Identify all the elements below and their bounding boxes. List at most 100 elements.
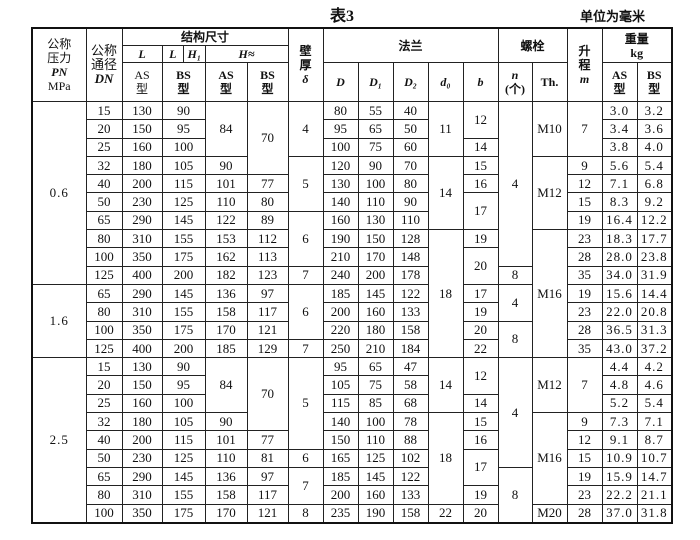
cell-d: 95 [322, 119, 359, 139]
cell-h-as: 182 [204, 265, 248, 285]
cell-w-as: 15.9 [601, 466, 638, 487]
table-row: 1.6 65 290 145 136 97 6 185 145 122 17 4 19 15.6 14.4 [31, 283, 673, 359]
cell-w-as: 3.4 [601, 119, 638, 139]
cell-w-as: 10.9 [601, 448, 638, 468]
type-suffix: 型 [261, 82, 274, 96]
cell-b: 19 [462, 485, 499, 505]
cell-h-bs: 70 [246, 357, 289, 432]
cell-dn: 80 [85, 485, 123, 505]
cell-m: 23 [566, 302, 603, 322]
cell-dn: 32 [85, 412, 123, 432]
cell-b: 15 [462, 412, 499, 432]
cell-d1: 200 [357, 265, 394, 285]
type-code: BS [646, 68, 662, 82]
table-row: 0.6 15 130 90 84 70 4 80 55 40 11 12 4 M10 7 3.0 3.2 [31, 100, 673, 285]
cell-w-bs: 14.7 [636, 466, 673, 487]
cell-l-bs: 125 [161, 448, 206, 468]
header-th: Th. [531, 62, 568, 102]
table-row: 32 180 105 90 5 120 90 70 14 15 M12 9 5.6 5.4 [32, 155, 673, 231]
header-flange: 法兰 [322, 27, 499, 63]
cell-d1: 65 [357, 357, 394, 377]
cell-l-as: 200 [121, 430, 163, 450]
table-title: 表3 [330, 8, 355, 25]
cell-w-as: 8.3 [601, 192, 638, 212]
header-weight-label: 重量 [624, 31, 649, 46]
cell-m: 28 [566, 503, 603, 524]
valve-dimension-table: 公称 压力 PN MPa 公称 通径 DN 结构尺寸 壁 厚 δ 法兰 螺栓 升… [31, 27, 673, 524]
cell-d2: 58 [392, 375, 429, 395]
table-row: 65 290 145 136 97 7 185 145 122 8 19 15.9 14.7 [32, 466, 673, 524]
cell-d: 160 [322, 210, 359, 231]
cell-h-bs: 117 [246, 302, 289, 322]
cell-l-as: 180 [121, 155, 163, 176]
table-row: 40 200 115 101 77 130 100 80 16 12 7.1 6.8 [32, 174, 673, 194]
table-row: 100 350 175 162 113 210 170 148 20 28 28.0 23.8 [32, 247, 673, 285]
cell-dn: 65 [85, 210, 123, 231]
cell-w-as: 4.8 [601, 375, 638, 395]
cell-w-as: 3.8 [601, 137, 638, 157]
cell-d2: 47 [392, 357, 429, 377]
header-pn: 公称 压力 PN MPa [31, 27, 87, 102]
cell-l-as: 160 [121, 393, 163, 414]
cell-l-as: 290 [121, 283, 163, 304]
table-row: 125 400 200 182 123 7 240 200 178 8 35 34.0 31.9 [32, 265, 673, 285]
cell-d: 250 [322, 338, 359, 359]
type-code: AS [611, 68, 628, 82]
type-suffix: 型 [135, 82, 148, 96]
cell-w-bs: 31.8 [636, 503, 673, 524]
cell-m: 7 [566, 357, 603, 414]
cell-d0: 14 [427, 357, 464, 414]
cell-delta: 6 [287, 210, 324, 267]
table-row: 32 180 105 90 140 100 78 18 15 M16 9 7.3 7.1 [32, 412, 673, 505]
cell-l-as: 350 [121, 503, 163, 524]
cell-b: 20 [462, 503, 499, 524]
cell-d2: 102 [392, 448, 429, 468]
cell-l-bs: 100 [161, 137, 206, 157]
cell-d0: 18 [427, 412, 464, 505]
cell-m: 15 [566, 192, 603, 212]
cell-l-bs: 90 [161, 100, 206, 121]
cell-l-as: 290 [121, 466, 163, 487]
cell-w-bs: 12.2 [636, 210, 673, 231]
header-h-as-type: AS 型 [204, 62, 248, 102]
cell-delta: 5 [287, 155, 324, 212]
cell-m: 7 [566, 101, 603, 157]
cell-d2: 122 [392, 466, 429, 487]
cell-h-as: 136 [204, 466, 248, 487]
cell-w-bs: 5.4 [636, 155, 673, 176]
header-w-bs-type: BS 型 [636, 62, 673, 102]
cell-d2: 158 [392, 503, 429, 524]
cell-n: 4 [497, 283, 533, 322]
cell-d1: 130 [357, 210, 394, 231]
cell-h-bs: 113 [246, 247, 289, 267]
cell-n: 4 [497, 357, 533, 468]
cell-w-as: 22.2 [601, 485, 638, 505]
cell-w-bs: 31.3 [636, 320, 673, 340]
table-row: 20 150 95 105 75 58 4.8 4.6 [32, 375, 673, 395]
cell-w-bs: 31.9 [636, 265, 673, 285]
cell-w-bs: 4.0 [636, 137, 673, 157]
cell-w-as: 34.0 [601, 265, 638, 285]
header-lift: 升 程 m [566, 27, 603, 102]
table-row: 40 200 115 101 77 150 110 88 16 12 9.1 8.7 [32, 430, 673, 450]
cell-l-as: 150 [121, 119, 163, 139]
header-b: b [462, 62, 499, 102]
cell-n: 4 [497, 101, 533, 267]
header-dn-line: 公称 [90, 43, 117, 58]
header-dn-symbol: DN [94, 71, 114, 86]
cell-th: M10 [531, 101, 568, 157]
cell-m: 12 [566, 430, 603, 450]
cell-dn: 40 [85, 430, 123, 450]
cell-h-bs: 112 [246, 229, 289, 249]
cell-h-bs: 80 [246, 192, 289, 212]
cell-l-as: 350 [121, 320, 163, 340]
cell-h-as: 122 [204, 210, 248, 231]
cell-delta: 7 [287, 265, 324, 285]
header-w-as-type: AS 型 [601, 62, 638, 102]
cell-dn: 20 [85, 119, 123, 139]
cell-b: 17 [462, 283, 499, 304]
cell-d1: 100 [357, 412, 394, 432]
cell-m: 19 [566, 210, 603, 231]
cell-d1: 75 [357, 137, 394, 157]
header-pn-symbol: PN [51, 65, 68, 79]
